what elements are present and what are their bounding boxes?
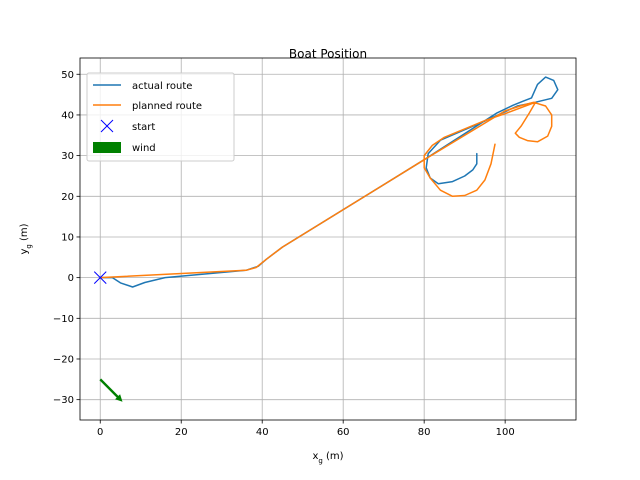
- x-tick-label: 0: [97, 427, 103, 438]
- y-tick-label: −10: [53, 314, 74, 325]
- x-tick-label: 100: [496, 427, 515, 438]
- x-tick-label: 60: [337, 427, 350, 438]
- x-tick-label: 20: [175, 427, 188, 438]
- start-marker-stroke: [93, 271, 107, 284]
- y-tick-label: 0: [68, 273, 74, 284]
- series-line-actual-route: [99, 76, 559, 288]
- chart-title: Boat Position: [289, 47, 367, 61]
- legend-swatch-start: [100, 119, 114, 133]
- y-tick-label: 30: [61, 151, 74, 162]
- plot-area: [93, 76, 559, 402]
- y-tick-label: 10: [61, 232, 74, 243]
- start-marker: [93, 271, 107, 284]
- y-axis: −30 −20 −10 0 10 20 30 40 50: [53, 70, 80, 406]
- x-axis: 0 20 40 60 80 100: [97, 420, 515, 438]
- y-axis-label: yg (m): [19, 223, 33, 254]
- legend-box: [86, 72, 235, 162]
- y-tick-label: 50: [61, 70, 74, 81]
- legend: actual route planned route start wind: [86, 72, 235, 162]
- x-tick-label: 40: [256, 427, 269, 438]
- wind-arrow: [99, 378, 123, 402]
- axes-frame: [79, 57, 577, 421]
- x-tick-label: 80: [418, 427, 431, 438]
- y-tick-label: −30: [53, 395, 74, 406]
- legend-label-wind: wind: [132, 143, 156, 154]
- y-tick-label: 20: [61, 192, 74, 203]
- y-tick-label: 40: [61, 110, 74, 121]
- legend-swatch-wind: [93, 142, 121, 153]
- legend-label-planned-route: planned route: [132, 101, 202, 112]
- legend-label-actual-route: actual route: [132, 81, 192, 92]
- series-line-planned-route: [99, 101, 553, 279]
- y-tick-label: −20: [53, 354, 74, 365]
- legend-label-start: start: [132, 122, 155, 133]
- x-axis-label: xg (m): [312, 451, 343, 465]
